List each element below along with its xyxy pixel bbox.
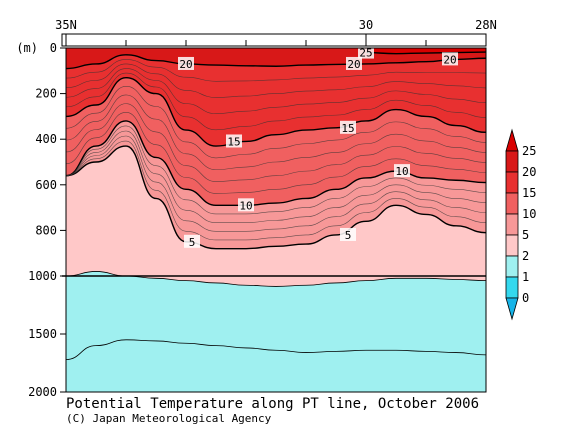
colorbar-label: 2 [522,249,529,263]
isotherm-label-background [340,120,356,134]
isotherm-label: 15 [227,135,240,148]
y-tick-label: 200 [35,87,57,101]
isotherm-line-5 [66,145,486,250]
y-tick-label: 1500 [28,327,57,341]
colorbar-segment [505,150,519,173]
colorbar-top-arrow [505,128,519,152]
y-tick-label: 600 [35,178,57,192]
minor-isotherm-line [66,130,486,223]
isotherm-label-background [346,56,362,70]
y-tick-label: 800 [35,223,57,237]
isotherm-label-background [178,56,194,70]
x-axis-top: 35N 30 28N [55,18,497,46]
isotherm-label: 25 [359,47,372,60]
isotherm-line-10 [66,120,486,207]
y-axis-label: (m) [16,41,38,55]
isotherm-label: 20 [179,58,192,71]
isotherm-label: 10 [239,199,252,212]
colorbar-segment [505,276,519,299]
isotherm-label: 5 [189,236,196,249]
y-tick-label: 0 [50,41,57,55]
minor-isotherm-line [66,63,486,98]
minor-isotherm-line [66,111,486,194]
isotherm-label-background [394,164,410,178]
minor-isotherm-line [66,86,486,159]
plot-frame [65,47,487,393]
isotherm-label: 20 [347,58,360,71]
x-tick-label: 28N [475,18,497,32]
colorbar-bottom-arrow [505,297,519,321]
isotherm-label-background [442,52,458,66]
colorbar-segment [505,171,519,194]
isotherm-label: 20 [443,53,456,66]
y-axis: 0 200 400 600 800 1000 1500 2000 [28,41,66,399]
colorbar-label: 10 [522,207,536,221]
isotherm-label-background [226,134,242,148]
y-tick-label: 400 [35,132,57,146]
isotherm-line-25 [365,51,486,55]
colorbar-segment [505,192,519,215]
minor-isotherm-line [66,68,486,114]
isotherm-label-background [238,198,254,212]
isotherm-line-15 [66,76,486,147]
y-tick-label: 2000 [28,385,57,399]
minor-isotherm-line [66,135,486,232]
minor-isotherm-line [66,72,486,131]
colorbar-label: 25 [522,144,536,158]
minor-isotherm-line [66,94,486,171]
isotherm-label: 5 [345,229,352,242]
colorbar-label: 0 [522,291,529,305]
colorbar-label: 20 [522,165,536,179]
copyright-credit: (C) Japan Meteorological Agency [66,412,272,425]
colorbar-segment [505,234,519,257]
isotherm-line-1 [66,339,486,360]
isotherm-label-background [184,234,200,248]
colorbar-label: 5 [522,228,529,242]
colorbar-label: 1 [522,270,529,284]
minor-isotherm-line [66,59,486,82]
minor-isotherm-line [66,103,486,182]
isotherm-label: 15 [341,122,354,135]
colorbar-segment [505,255,519,278]
isotherm-label: 10 [395,165,408,178]
x-tick-label: 35N [55,18,77,32]
minor-isotherm-lines [66,59,486,241]
minor-isotherm-line [66,140,486,241]
colorbar-segment [505,213,519,236]
y-tick-label: 1000 [28,269,57,283]
x-tick-label: 30 [359,18,373,32]
isotherm-lines [66,51,486,360]
isotherm-line-20 [66,54,486,70]
chart-title: Potential Temperature along PT line, Oct… [66,396,479,412]
colorbar-label: 15 [522,186,536,200]
minor-isotherm-line [66,125,486,215]
isotherm-label-background [340,227,356,241]
isotherm-label-background [358,45,374,59]
